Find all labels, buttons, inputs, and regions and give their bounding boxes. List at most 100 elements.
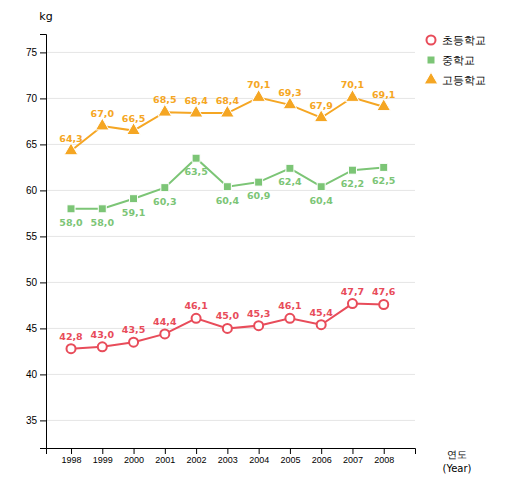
legend-label: 고등학교: [442, 74, 486, 87]
grid-line: [46, 52, 415, 53]
data-label: 58,0: [59, 217, 83, 228]
x-tick: 2007: [343, 448, 363, 465]
data-label: 42,8: [59, 331, 83, 342]
data-label: 45,0: [216, 310, 240, 321]
y-tick: 70: [26, 93, 46, 104]
x-tick: 1998: [62, 448, 82, 465]
x-tick-mark: [102, 448, 103, 454]
y-tick: 55: [26, 231, 46, 242]
x-tick-label: 2008: [374, 455, 394, 465]
data-label: 45,3: [247, 308, 270, 319]
y-tick-label: 60: [26, 185, 38, 196]
x-tick: 2004: [249, 448, 269, 465]
y-tick-label: 70: [26, 93, 38, 104]
y-tick: 75: [26, 47, 46, 58]
marker: [221, 105, 235, 117]
marker: [346, 90, 360, 102]
x-tick-label: 2002: [187, 455, 207, 465]
marker: [255, 178, 263, 186]
x-tick: 2003: [218, 448, 238, 465]
y-tick-mark: [40, 190, 46, 191]
marker: [377, 99, 391, 111]
x-tick-label: 2001: [155, 455, 175, 465]
x-tick-label: 2004: [249, 455, 269, 465]
data-label: 68,5: [153, 94, 176, 105]
y-tick-mark: [40, 282, 46, 283]
y-tick-mark: [40, 328, 46, 329]
y-tick: 35: [26, 415, 46, 426]
grid-line: [46, 282, 415, 283]
y-tick: 45: [26, 323, 46, 334]
y-tick-mark: [40, 98, 46, 99]
x-tick-label: 2000: [124, 455, 144, 465]
y-tick-label: 55: [26, 231, 38, 242]
x-axis-title-line: 연도: [447, 449, 467, 460]
marker: [254, 321, 263, 330]
legend-swatch: [427, 56, 435, 64]
marker: [64, 143, 78, 155]
x-tick: 1999: [93, 448, 113, 465]
marker: [223, 183, 231, 191]
x-tick: 2005: [280, 448, 300, 465]
data-label: 44,4: [153, 316, 177, 327]
marker: [127, 123, 141, 135]
x-tick: 2000: [124, 448, 144, 465]
legend-swatch: [426, 35, 435, 44]
y-tick: 60: [26, 185, 46, 196]
y-tick-mark: [40, 374, 46, 375]
x-axis-title-line: (Year): [443, 463, 472, 474]
x-tick-mark: [71, 448, 72, 454]
marker: [285, 314, 294, 323]
data-label: 68,4: [184, 95, 208, 106]
data-label: 62,4: [278, 176, 302, 187]
marker: [98, 342, 107, 351]
data-label: 47,6: [372, 286, 396, 297]
x-axis-title: 연도 (Year): [443, 449, 472, 474]
legend-swatch: [424, 72, 438, 84]
grid-line: [46, 420, 415, 421]
data-label: 46,1: [184, 300, 207, 311]
data-label: 47,7: [341, 286, 364, 297]
data-label: 60,4: [216, 195, 240, 206]
x-tick-label: 2007: [343, 455, 363, 465]
x-tick-mark: [227, 448, 228, 454]
x-tick-mark: [321, 448, 322, 454]
legend-label: 중학교: [442, 54, 475, 67]
data-label: 70,1: [247, 79, 270, 90]
marker: [252, 90, 266, 102]
marker: [67, 344, 76, 353]
x-tick: 2001: [155, 448, 175, 465]
y-tick-label: 45: [26, 323, 38, 334]
data-label: 64,3: [59, 133, 82, 144]
data-label: 69,1: [372, 89, 395, 100]
chart-container: 42,843,043,544,446,145,045,346,145,447,7…: [0, 0, 515, 488]
data-labels: 42,843,043,544,446,145,045,346,145,447,7…: [59, 79, 396, 341]
chart: 42,843,043,544,446,145,045,346,145,447,7…: [0, 0, 515, 488]
x-axis-line: [47, 449, 416, 455]
marker: [317, 183, 325, 191]
legend: 초등학교중학교고등학교: [424, 34, 486, 87]
grid-line: [46, 374, 415, 375]
grid-line: [46, 236, 415, 237]
marker: [160, 329, 169, 338]
marker: [348, 166, 356, 174]
data-label: 60,3: [153, 196, 176, 207]
marker: [95, 118, 109, 130]
marker: [192, 314, 201, 323]
data-label: 43,5: [122, 324, 145, 335]
data-label: 69,3: [278, 87, 301, 98]
marker: [98, 205, 106, 213]
data-label: 58,0: [91, 217, 115, 228]
plot-area: [64, 90, 390, 354]
y-tick-mark: [40, 52, 46, 53]
y-tick-mark: [40, 420, 46, 421]
x-tick-label: 1998: [62, 455, 82, 465]
marker: [67, 205, 75, 213]
x-tick-label: 1999: [93, 455, 113, 465]
x-tick-label: 2006: [312, 455, 332, 465]
x-tick: 2002: [187, 448, 207, 465]
marker: [379, 300, 388, 309]
grid-line: [46, 144, 415, 145]
marker: [286, 164, 294, 172]
marker: [223, 324, 232, 333]
